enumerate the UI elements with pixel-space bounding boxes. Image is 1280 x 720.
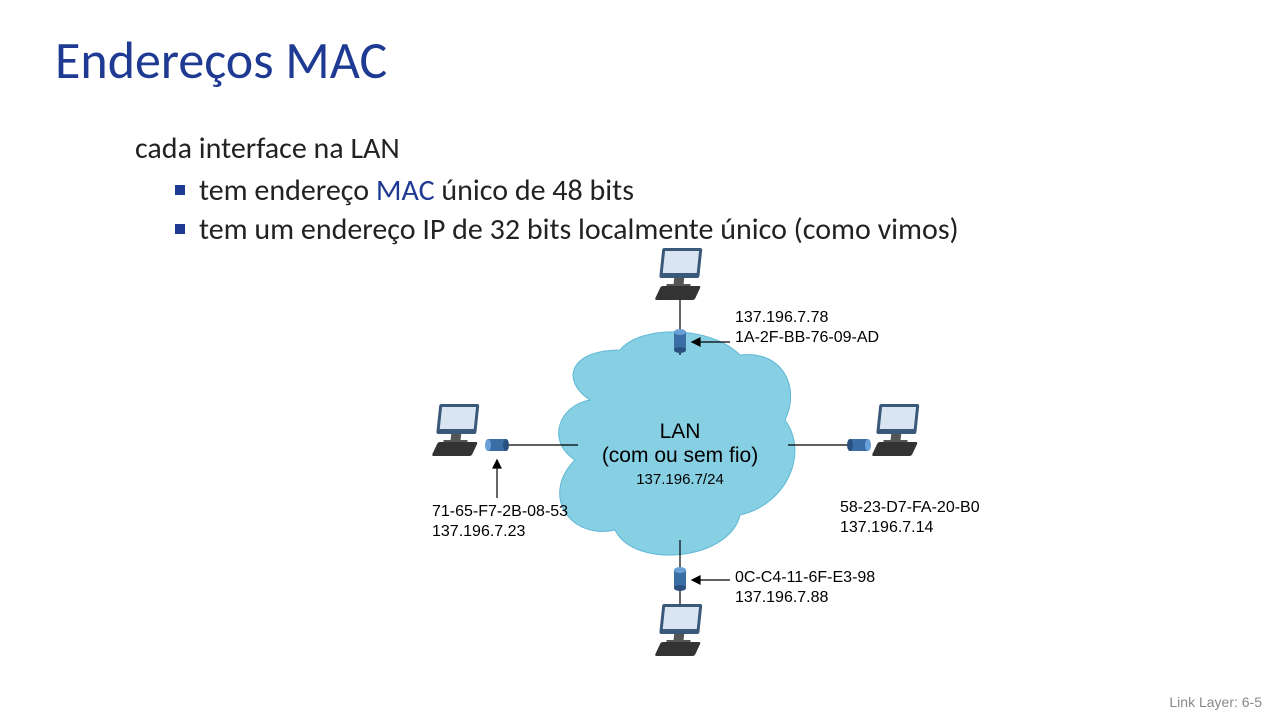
computer-bottom [645,598,715,668]
lan-label: LAN (com ou sem fio) 137.196.7/24 [600,420,760,488]
computer-icon [422,398,492,468]
label-left: 71-65-F7-2B-08-53 137.196.7.23 [432,502,568,542]
arrow-bottom [692,576,730,584]
computer-left [422,398,492,468]
computer-top [645,242,715,312]
label-right-ip: 137.196.7.14 [840,518,980,538]
arrow-left [493,460,501,498]
computer-icon [862,398,932,468]
bullet-square-icon [175,185,185,195]
label-top-ip: 137.196.7.78 [735,308,879,328]
label-right-mac: 58-23-D7-FA-20-B0 [840,498,980,518]
bullet-2: tem um endereço IP de 32 bits localmente… [175,211,959,248]
label-top: 137.196.7.78 1A-2F-BB-76-09-AD [735,308,879,348]
computer-icon [645,598,715,668]
label-left-mac: 71-65-F7-2B-08-53 [432,502,568,522]
label-bottom-ip: 137.196.7.88 [735,588,875,608]
label-top-mac: 1A-2F-BB-76-09-AD [735,328,879,348]
bullet1-mac: MAC [376,172,435,209]
bullet1-post: único de 48 bits [435,172,634,209]
lan-line1: LAN [600,420,760,444]
label-right: 58-23-D7-FA-20-B0 137.196.7.14 [840,498,980,538]
slide-footer: Link Layer: 6-5 [1169,694,1262,710]
lan-line3: 137.196.7/24 [600,471,760,488]
slide-title: Endereços MAC [55,28,387,92]
lan-line2: (com ou sem fio) [600,444,760,468]
bullet-list: tem endereço MAC único de 48 bits tem um… [175,170,959,250]
adapter-top [674,329,686,353]
adapter-bottom [674,567,686,591]
label-left-ip: 137.196.7.23 [432,522,568,542]
computer-icon [645,242,715,312]
lead-text: cada interface na LAN [135,130,400,167]
label-bottom-mac: 0C-C4-11-6F-E3-98 [735,568,875,588]
label-bottom: 0C-C4-11-6F-E3-98 137.196.7.88 [735,568,875,608]
bullet-1: tem endereço MAC único de 48 bits [175,172,959,209]
bullet2-text: tem um endereço IP de 32 bits localmente… [199,211,959,248]
bullet1-pre: tem endereço [199,172,376,209]
network-diagram: LAN (com ou sem fio) 137.196.7/24 [380,270,980,690]
computer-right [862,398,932,468]
bullet-square-icon [175,224,185,234]
